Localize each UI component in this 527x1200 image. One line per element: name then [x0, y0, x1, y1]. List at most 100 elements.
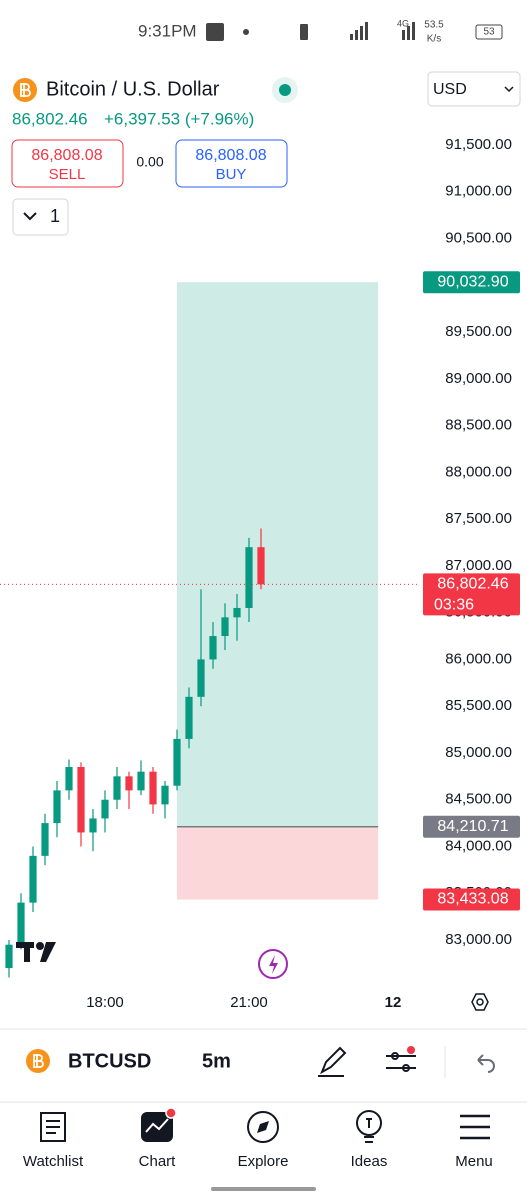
sell-price: 86,808.08 — [31, 147, 102, 164]
watchlist-icon — [40, 1112, 66, 1142]
battery-level: 53 — [483, 27, 495, 38]
y-tick-label: 84,500.00 — [445, 791, 512, 808]
stop-tag-label: 83,433.08 — [437, 891, 508, 908]
undo-button[interactable] — [477, 1054, 495, 1073]
last-tag-label: 86,802.46 — [437, 576, 508, 593]
y-tick-label: 85,500.00 — [445, 697, 512, 714]
home-indicator — [211, 1187, 316, 1191]
buy-button[interactable] — [175, 139, 288, 188]
header-price: 86,802.46 — [12, 109, 88, 128]
buy-label: BUY — [216, 166, 247, 183]
nav-label[interactable]: Explore — [238, 1153, 289, 1170]
market-status-dot — [279, 84, 291, 96]
drawing-tool-button[interactable] — [318, 1046, 347, 1077]
y-tick-label: 85,000.00 — [445, 744, 512, 761]
nav-label[interactable]: Menu — [455, 1153, 493, 1170]
sell-label: SELL — [49, 166, 86, 183]
y-tick-label: 89,500.00 — [445, 323, 512, 340]
target-tag-label: 90,032.90 — [437, 273, 508, 290]
plot-area — [0, 282, 420, 978]
candle-body — [245, 547, 253, 608]
candle-body — [113, 776, 121, 800]
explore-icon — [247, 1111, 279, 1143]
y-tick-label: 87,000.00 — [445, 557, 512, 574]
y-tick-label: 87,500.00 — [445, 510, 512, 527]
net-speed: 53.5 — [424, 20, 444, 31]
chart-icon-line — [145, 1118, 169, 1133]
last-tag — [423, 573, 520, 616]
x-tick-label: 18:00 — [86, 994, 124, 1011]
dot-icon — [243, 29, 249, 35]
candle-body — [125, 776, 133, 791]
bitcoin-glyph — [33, 1054, 44, 1068]
sell-button[interactable] — [11, 139, 124, 188]
y-tick-label: 89,000.00 — [445, 370, 512, 387]
lightning-button[interactable] — [258, 949, 288, 979]
candle-body — [149, 771, 157, 805]
candle-body — [89, 818, 97, 833]
header-change: +6,397.53 (+7.96%) — [104, 109, 254, 128]
candle-body — [101, 799, 109, 819]
entry-tag — [423, 815, 520, 838]
candle-body — [221, 617, 229, 637]
target-tag — [423, 271, 520, 294]
candle-body — [161, 785, 169, 805]
symbol-name[interactable]: Bitcoin / U.S. Dollar — [46, 78, 220, 100]
candle-body — [257, 547, 265, 585]
y-tick-label: 88,000.00 — [445, 463, 512, 480]
battery-icon — [475, 24, 503, 40]
nav-label[interactable]: Chart — [139, 1153, 177, 1170]
buy-price: 86,808.08 — [195, 147, 266, 164]
candle-body — [173, 738, 181, 786]
x-tick-label: 12 — [385, 994, 402, 1011]
x-tick-label: 21:00 — [230, 994, 268, 1011]
layout-count: 1 — [50, 206, 60, 226]
stop-tag — [423, 888, 520, 911]
candle-body — [137, 771, 145, 791]
ideas-icon — [356, 1110, 382, 1136]
candle-body — [185, 696, 193, 739]
entry-tag-label: 84,210.71 — [437, 818, 508, 835]
chevron — [504, 86, 514, 93]
explore-needle — [257, 1121, 269, 1133]
target-zone — [177, 282, 379, 827]
indicator-badge — [407, 1046, 415, 1054]
indicators-button[interactable] — [386, 1052, 416, 1072]
settings-button[interactable] — [471, 993, 489, 1011]
y-tick-label: 88,500.00 — [445, 417, 512, 434]
chart-badge — [165, 1107, 177, 1119]
countdown: 03:36 — [434, 597, 474, 614]
y-tick-label: 84,000.00 — [445, 837, 512, 854]
spread: 0.00 — [136, 154, 163, 170]
signal-icons — [300, 22, 415, 40]
candle-body — [197, 659, 205, 697]
toolbar-symbol[interactable]: BTCUSD — [68, 1050, 151, 1072]
candle-body — [209, 636, 217, 660]
ideas-icon-detail — [364, 1118, 374, 1143]
y-tick-label: 83,000.00 — [445, 931, 512, 948]
candle-body — [29, 855, 37, 903]
toolbar-interval[interactable]: 5m — [202, 1050, 231, 1072]
y-tick-label: 91,500.00 — [445, 136, 512, 153]
currency: USD — [433, 81, 467, 98]
network-type: 4G — [397, 18, 409, 28]
status-time: 9:31PM — [138, 21, 197, 40]
nav-label[interactable]: Ideas — [351, 1153, 388, 1170]
nav-label[interactable]: Watchlist — [23, 1153, 84, 1170]
candle-body — [41, 823, 49, 856]
chevron — [23, 212, 37, 221]
y-tick-label: 90,500.00 — [445, 229, 512, 246]
candle-body — [77, 766, 85, 833]
candle-body — [53, 790, 61, 824]
layout-button[interactable] — [12, 198, 69, 236]
currency-select[interactable] — [427, 71, 521, 107]
stop-zone — [177, 826, 379, 900]
candle-body — [65, 766, 73, 791]
tradingview-logo — [16, 942, 56, 962]
price-axis: 83,000.0083,500.0084,000.0084,500.0085,0… — [86, 136, 520, 1011]
settings-icon — [476, 998, 484, 1006]
candle-body — [17, 902, 25, 945]
candle-body — [5, 944, 13, 969]
y-tick-label: 91,000.00 — [445, 183, 512, 200]
